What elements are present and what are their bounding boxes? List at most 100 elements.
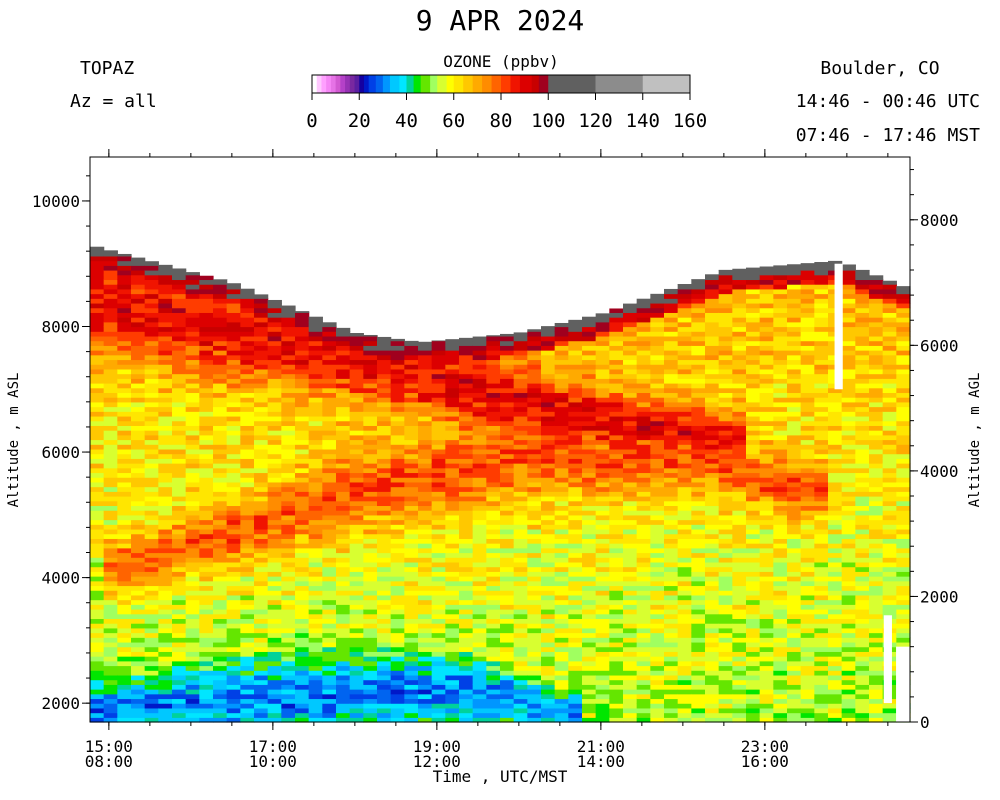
heatmap-cell	[213, 594, 228, 601]
heatmap-cell	[718, 547, 733, 554]
heatmap-cell	[377, 717, 392, 723]
heatmap-cell	[308, 651, 323, 657]
heatmap-cell	[404, 444, 419, 450]
heatmap-cell	[390, 415, 405, 422]
heatmap-cell	[705, 307, 720, 313]
heatmap-cell	[213, 411, 228, 417]
heatmap-cell	[349, 430, 364, 436]
heatmap-cell	[172, 270, 187, 276]
heatmap-cell	[185, 519, 200, 525]
heatmap-cell	[363, 373, 378, 379]
heatmap-cell	[349, 378, 364, 384]
heatmap-cell	[472, 576, 487, 582]
heatmap-cell	[445, 340, 460, 346]
heatmap-cell	[363, 425, 378, 431]
heatmap-cell	[787, 514, 802, 521]
heatmap-cell	[773, 660, 788, 667]
colorbar-swatch	[463, 75, 474, 93]
heatmap-cell	[213, 317, 228, 323]
heatmap-cell	[363, 580, 378, 587]
heatmap-cell	[472, 590, 487, 596]
heatmap-cell	[705, 496, 720, 502]
heatmap-cell	[117, 613, 132, 620]
heatmap-cell	[828, 500, 843, 507]
heatmap-cell	[349, 477, 364, 483]
heatmap-cell	[418, 707, 433, 714]
heatmap-cell	[554, 458, 569, 464]
heatmap-cell	[213, 557, 228, 563]
heatmap-cell	[254, 331, 269, 337]
heatmap-cell	[431, 392, 446, 398]
heatmap-cell	[349, 660, 364, 667]
heatmap-cell	[445, 665, 460, 671]
heatmap-cell	[787, 552, 802, 558]
heatmap-cell	[650, 406, 665, 412]
heatmap-cell	[650, 326, 665, 332]
heatmap-cell	[513, 552, 528, 558]
heatmap-cell	[308, 646, 323, 652]
heatmap-cell	[281, 458, 296, 464]
heatmap-cell	[609, 321, 624, 328]
heatmap-cell	[759, 335, 774, 342]
heatmap-cell	[691, 510, 706, 516]
heatmap-cell	[459, 707, 474, 714]
heatmap-cell	[117, 679, 132, 685]
heatmap-cell	[390, 510, 405, 516]
heatmap-cell	[158, 674, 173, 681]
heatmap-cell	[185, 528, 200, 535]
heatmap-cell	[595, 585, 610, 591]
heatmap-cell	[650, 547, 665, 554]
heatmap-cell	[691, 364, 706, 370]
heatmap-cell	[308, 439, 323, 445]
heatmap-cell	[623, 533, 638, 539]
heatmap-cell	[431, 684, 446, 690]
heatmap-cell	[308, 316, 323, 318]
heatmap-cell	[390, 392, 405, 398]
heatmap-cell	[240, 481, 255, 488]
heatmap-cell	[322, 326, 337, 332]
heatmap-cell	[568, 524, 583, 530]
heatmap-cell	[677, 373, 692, 379]
heatmap-cell	[623, 528, 638, 535]
heatmap-cell	[377, 547, 392, 554]
heatmap-cell	[759, 576, 774, 582]
heatmap-cell	[377, 345, 392, 351]
heatmap-cell	[541, 434, 556, 441]
heatmap-cell	[199, 458, 214, 464]
heatmap-cell	[527, 448, 542, 455]
heatmap-cell	[609, 590, 624, 596]
heatmap-cell	[759, 439, 774, 445]
heatmap-cell	[459, 373, 474, 379]
heatmap-cell	[308, 712, 323, 718]
heatmap-cell	[254, 510, 269, 516]
heatmap-cell	[459, 505, 474, 511]
heatmap-cell	[185, 373, 200, 379]
heatmap-cell	[773, 373, 788, 379]
heatmap-cell	[144, 712, 159, 718]
heatmap-cell	[349, 656, 364, 662]
heatmap-cell	[281, 444, 296, 450]
heatmap-cell	[144, 383, 159, 389]
heatmap-cell	[691, 279, 706, 281]
heatmap-cell	[158, 594, 173, 601]
heatmap-cell	[254, 448, 269, 455]
heatmap-cell	[281, 317, 296, 323]
heatmap-cell	[144, 397, 159, 403]
heatmap-cell	[814, 270, 829, 276]
heatmap-cell	[199, 387, 214, 394]
heatmap-cell	[773, 359, 788, 365]
heatmap-cell	[582, 585, 597, 591]
heatmap-cell	[705, 293, 720, 299]
heatmap-cell	[814, 274, 829, 281]
heatmap-cell	[541, 627, 556, 634]
heatmap-cell	[705, 637, 720, 643]
heatmap-cell	[609, 345, 624, 351]
heatmap-cell	[185, 387, 200, 394]
heatmap-cell	[486, 444, 501, 450]
heatmap-cell	[636, 340, 651, 346]
heatmap-cell	[281, 623, 296, 629]
heatmap-cell	[431, 514, 446, 521]
heatmap-cell	[623, 392, 638, 398]
heatmap-cell	[787, 274, 802, 281]
heatmap-cell	[281, 594, 296, 601]
